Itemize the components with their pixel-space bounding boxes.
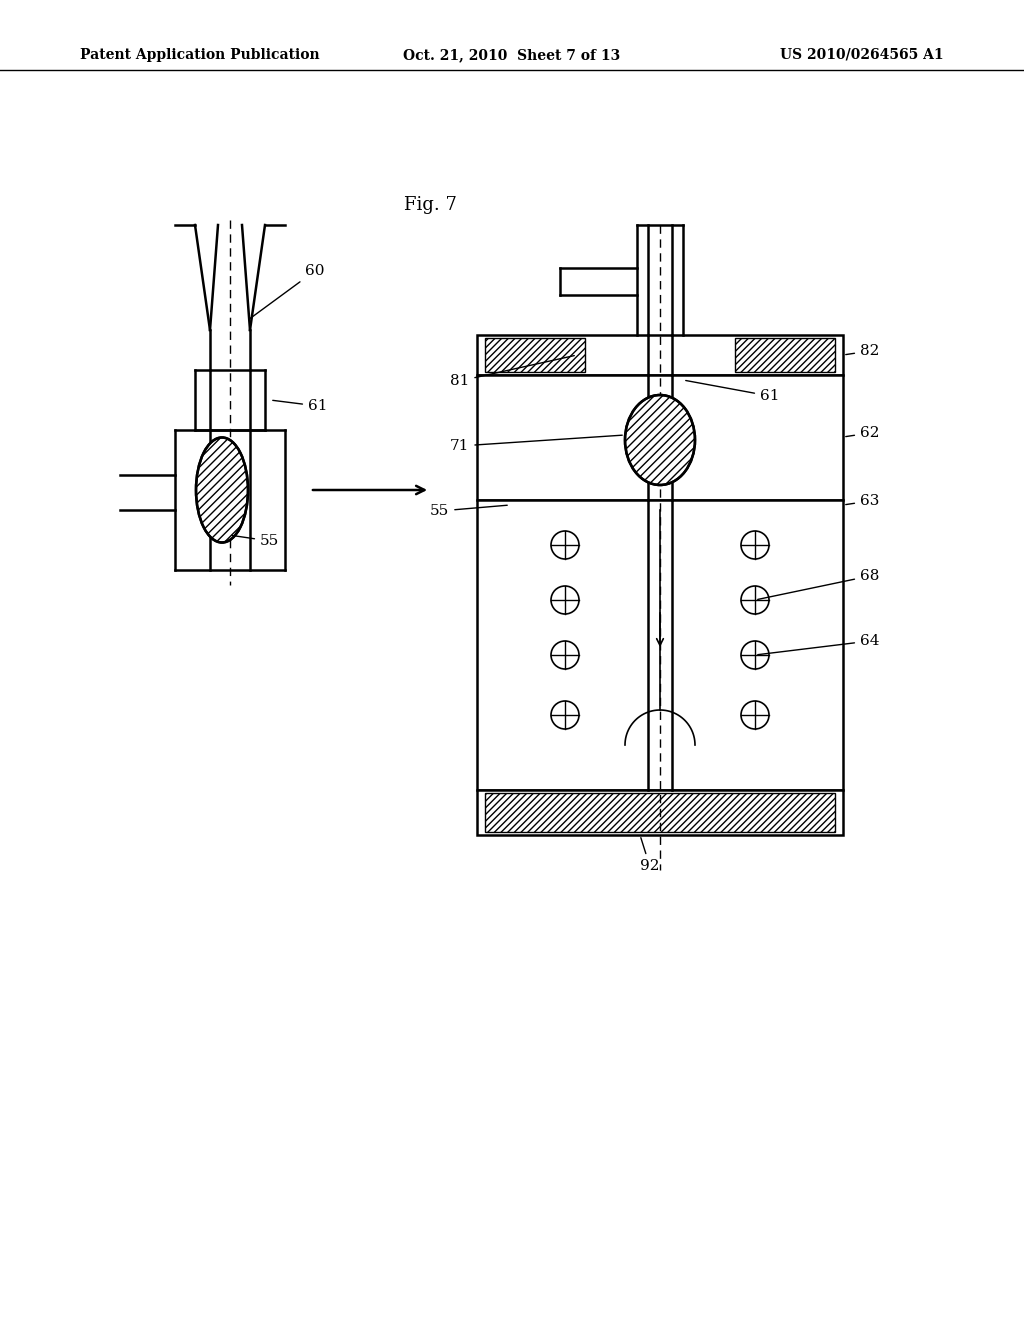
- Text: 82: 82: [846, 345, 880, 358]
- Text: 60: 60: [250, 264, 325, 318]
- Bar: [485, 338, 585, 372]
- Text: Fig. 7: Fig. 7: [403, 195, 457, 214]
- Text: 71: 71: [450, 436, 623, 453]
- Ellipse shape: [196, 437, 248, 543]
- Text: 63: 63: [846, 494, 880, 508]
- Text: 68: 68: [758, 569, 880, 599]
- Text: 55: 55: [231, 535, 280, 548]
- Text: 92: 92: [640, 838, 659, 873]
- Bar: [477, 500, 843, 789]
- Text: Oct. 21, 2010  Sheet 7 of 13: Oct. 21, 2010 Sheet 7 of 13: [403, 48, 621, 62]
- Text: 64: 64: [758, 634, 880, 655]
- Bar: [485, 793, 835, 832]
- Text: US 2010/0264565 A1: US 2010/0264565 A1: [780, 48, 944, 62]
- Bar: [735, 338, 835, 372]
- Bar: [477, 335, 843, 375]
- Bar: [477, 789, 843, 836]
- Ellipse shape: [625, 395, 695, 484]
- Text: 61: 61: [272, 399, 328, 413]
- Text: 55: 55: [430, 504, 507, 517]
- Text: 61: 61: [686, 380, 779, 403]
- Text: 62: 62: [846, 426, 880, 440]
- Text: Patent Application Publication: Patent Application Publication: [80, 48, 319, 62]
- Bar: [477, 375, 843, 500]
- Text: 81: 81: [450, 355, 574, 388]
